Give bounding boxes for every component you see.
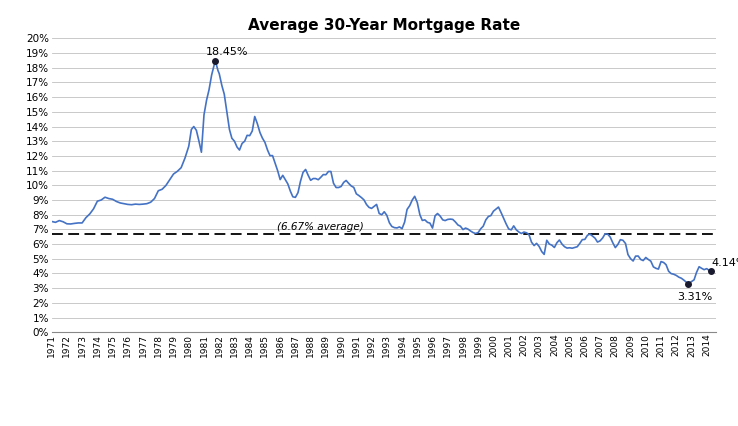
Title: Average 30-Year Mortgage Rate: Average 30-Year Mortgage Rate <box>248 18 520 33</box>
Text: (6.67% average): (6.67% average) <box>277 222 364 233</box>
Text: 4.14%: 4.14% <box>711 258 738 268</box>
Text: 18.45%: 18.45% <box>207 47 249 58</box>
Text: 3.31%: 3.31% <box>677 292 712 302</box>
